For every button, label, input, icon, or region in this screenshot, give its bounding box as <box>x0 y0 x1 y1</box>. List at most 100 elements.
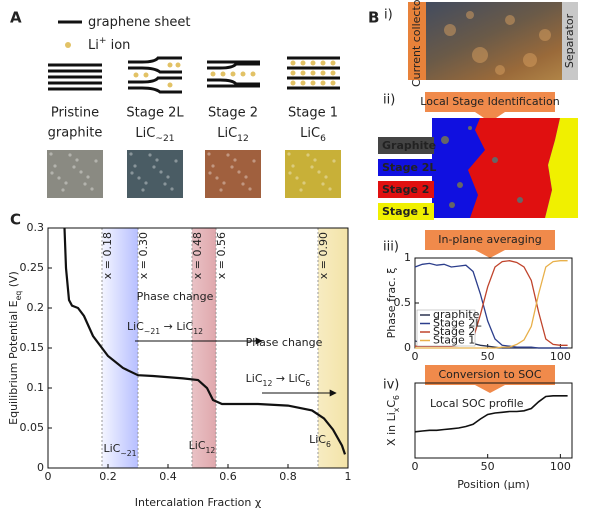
text-part: Intercalation Fraction χ <box>135 496 262 509</box>
x-tick-label: 0 <box>45 470 52 483</box>
photo-speckle <box>49 152 53 156</box>
legend-label: graphite <box>433 308 480 321</box>
text-part: 12 <box>206 446 216 455</box>
text-part: 12 <box>193 327 203 336</box>
text-part: Phase change <box>246 336 323 349</box>
x-tick-label: 100 <box>550 460 571 473</box>
annotation: LiC12 <box>189 439 216 455</box>
y-tick-label: 0.25 <box>20 261 45 274</box>
text-part: ~21 <box>155 134 174 144</box>
marker-label: x = 0.90 <box>317 232 330 279</box>
map-legend-label: Stage 2L <box>382 161 436 174</box>
text-part: Phase change <box>137 290 214 303</box>
photo-speckle <box>75 158 79 162</box>
legend-label: Li+ ion <box>88 36 130 53</box>
x-tick-label: 0.8 <box>279 470 297 483</box>
photo-speckle <box>317 170 321 174</box>
photo-speckle <box>237 170 241 174</box>
photo-speckle <box>287 152 291 156</box>
x-tick-label: 0 <box>412 460 419 473</box>
stage-name: Stage 2 <box>208 106 258 121</box>
photo-speckle <box>302 181 306 185</box>
photo-speckle <box>86 175 90 179</box>
map-legend-label: Stage 1 <box>382 205 429 218</box>
photo-speckle <box>144 181 148 185</box>
y-tick-label: 0.05 <box>20 421 45 434</box>
photo-speckle <box>53 164 57 168</box>
photo-speckle <box>129 152 133 156</box>
map-stage1-region <box>545 118 578 218</box>
sub-panel-label: iii) <box>383 240 399 255</box>
photo-speckle <box>90 187 94 191</box>
collector-bar <box>408 2 426 80</box>
photo-speckle <box>248 187 252 191</box>
chart-title: Local SOC profile <box>430 397 524 410</box>
text-part: + <box>99 36 107 46</box>
panel-letter: C <box>10 211 21 229</box>
sub-panel-label: iv) <box>383 378 399 393</box>
y-tick-label: 0.1 <box>27 381 45 394</box>
photo-speckle <box>64 181 68 185</box>
annotation: LiC~21 → LiC12 <box>127 320 203 336</box>
photo-speckle <box>291 164 295 168</box>
annotation: LiC~21 <box>103 442 136 458</box>
photo-speckle <box>252 159 256 163</box>
x-tick-label: 50 <box>481 350 495 363</box>
panel-letter: B <box>368 9 379 27</box>
text-part: 12 <box>263 379 273 388</box>
photo-speckle <box>222 181 226 185</box>
x-axis-label: Intercalation Fraction χ <box>135 496 262 509</box>
stage-name: Pristine <box>51 106 99 121</box>
marker-label: x = 0.30 <box>137 232 150 279</box>
series-line <box>414 262 568 349</box>
plot-frame <box>414 382 573 459</box>
marker-label: x = 0.48 <box>191 232 204 279</box>
photo-speckle <box>208 171 212 175</box>
step-label: Local Stage Identification <box>420 95 559 108</box>
photo-speckle <box>310 165 314 169</box>
y-tick-label: 0.3 <box>27 221 45 234</box>
text-part: Equilibrium Potential E <box>7 300 20 425</box>
legend-label: Stage 1 <box>433 334 475 347</box>
text-part: Phase frac. ξ <box>385 268 398 339</box>
photo-speckle <box>295 176 299 180</box>
x-tick-label: 1 <box>345 470 352 483</box>
sub-panel-label: i) <box>384 8 393 23</box>
phase-band <box>192 228 216 468</box>
photo-speckle <box>170 187 174 191</box>
text-part: 6 <box>392 395 401 400</box>
text-part: 12 <box>237 134 249 144</box>
image-texture <box>444 11 551 75</box>
annotation: Phase change <box>137 290 214 303</box>
photo-speckle <box>68 153 72 157</box>
y-tick-label: 0.5 <box>394 296 412 309</box>
x-axis-label: Position (μm) <box>457 478 530 491</box>
photo-speckle <box>152 165 156 169</box>
photo-speckle <box>299 188 303 192</box>
sample-photo <box>127 150 183 198</box>
text-part: graphene sheet <box>88 15 191 30</box>
map-legend-box <box>378 137 434 154</box>
data-line <box>414 395 568 433</box>
photo-speckle <box>324 175 328 179</box>
map-graphite-spots <box>441 126 523 208</box>
photo-speckle <box>94 159 98 163</box>
text-part: LiC <box>135 126 155 141</box>
stage-name: Stage 2L <box>126 106 184 121</box>
photo-speckle <box>159 170 163 174</box>
photo-speckle <box>241 182 245 186</box>
x-tick-label: 100 <box>550 350 571 363</box>
text-part: → LiC <box>272 372 305 385</box>
annotation: Phase change <box>246 336 323 349</box>
text-part: ion <box>106 38 130 53</box>
text-part: LiC <box>309 433 326 446</box>
text-part: LiC <box>103 442 120 455</box>
marker-label: x = 0.18 <box>101 232 114 279</box>
photo-speckle <box>174 159 178 163</box>
photo-speckle <box>230 165 234 169</box>
y-axis-label: Equilibrium Potential Eeq (V) <box>7 271 23 425</box>
sample-photo <box>47 150 103 198</box>
photo-speckle <box>306 153 310 157</box>
photo-speckle <box>244 175 248 179</box>
x-tick-label: 0.4 <box>159 470 177 483</box>
